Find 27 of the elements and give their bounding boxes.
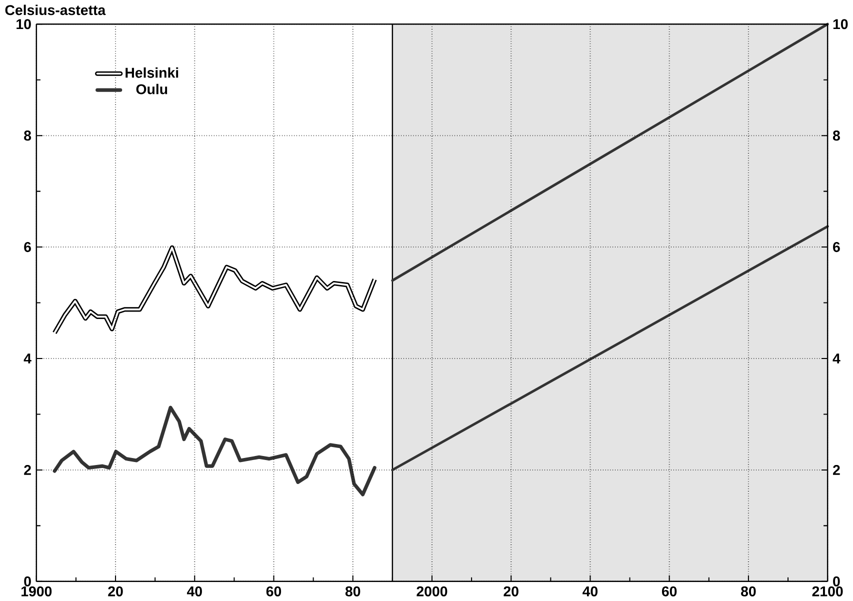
y2-tick-label: 2 (833, 464, 840, 475)
y-tick-label: 0 (24, 576, 31, 586)
y-tick-label: 10 (16, 19, 31, 30)
y2-tick-label: 6 (833, 242, 840, 252)
x-tick-label: 80 (345, 586, 360, 596)
y-tick-label: 6 (24, 242, 31, 252)
y2-tick-label: 8 (832, 130, 840, 141)
x-tick-label: 60 (266, 586, 282, 596)
x-tick-label: 40 (582, 586, 598, 596)
line-series (52, 406, 376, 496)
y-tick-label: 8 (24, 130, 32, 141)
x-tick-label: 20 (504, 586, 518, 596)
y2-tick-label: 0 (833, 576, 840, 586)
x-tick-label: 80 (741, 586, 756, 596)
y-tick-label: 4 (24, 354, 32, 364)
legend-label: Oulu (136, 84, 168, 94)
x-tick-label: 2100 (812, 586, 843, 596)
y-tick-label: 2 (24, 464, 31, 475)
y-axis-title: Celsius-astetta (5, 4, 106, 16)
x-tick-label: 40 (186, 586, 202, 596)
legend-label: Helsinki (126, 67, 178, 78)
y2-tick-label: 10 (833, 19, 848, 30)
x-tick-label: 60 (662, 586, 677, 596)
y2-tick-label: 4 (832, 354, 840, 364)
x-tick-label: 2000 (416, 586, 448, 596)
x-tick-label: 20 (108, 586, 123, 596)
x-tick-label: 1900 (22, 586, 52, 596)
